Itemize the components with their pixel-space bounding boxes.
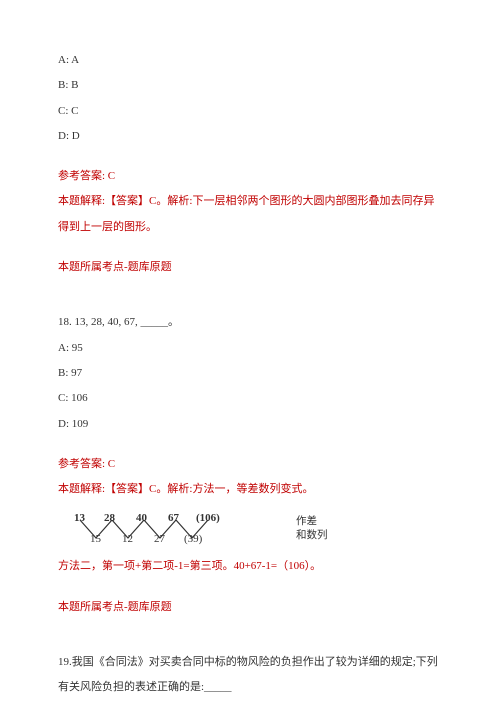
q18-answer: 参考答案: C	[58, 452, 442, 477]
q18-explain1: 本题解释:【答案】C。解析:方法一，等差数列变式。	[58, 477, 442, 502]
q18-stem: 18. 13, 28, 40, 67, _____。	[58, 310, 442, 335]
option-d: D: D	[58, 124, 442, 149]
zigzag-polyline	[80, 520, 208, 538]
zigzag-line	[76, 520, 226, 540]
diagram-annotation: 作差 和数列	[296, 515, 328, 544]
q18-explain2: 方法二，第一项+第二项-1=第三项。40+67-1=（106）。	[58, 554, 442, 579]
side-2: 和数列	[296, 529, 328, 544]
option-b: B: 97	[58, 361, 442, 386]
side-1: 作差	[296, 515, 328, 530]
q18-source: 本题所属考点-题库原题	[58, 595, 442, 620]
q17-source: 本题所属考点-题库原题	[58, 255, 442, 280]
q19-stem: 19.我国《合同法》对买卖合同中标的物风险的负担作出了较为详细的规定;下列有关风…	[58, 650, 442, 701]
option-c: C: 106	[58, 386, 442, 411]
diagram-numbers: 13 28 40 67 (106) 15 12 27 (39)	[70, 506, 258, 552]
option-b: B: B	[58, 73, 442, 98]
option-d: D: 109	[58, 412, 442, 437]
q17-options: A: A B: B C: C D: D	[58, 48, 442, 149]
q18-diagram: 13 28 40 67 (106) 15 12 27 (39) 作差 和数列	[58, 502, 442, 554]
option-a: A: 95	[58, 336, 442, 361]
q18-options: A: 95 B: 97 C: 106 D: 109	[58, 336, 442, 437]
q17-explain: 本题解释:【答案】C。解析:下一层相邻两个图形的大圆内部图形叠加去同存异得到上一…	[58, 189, 442, 240]
option-c: C: C	[58, 99, 442, 124]
option-a: A: A	[58, 48, 442, 73]
q17-answer: 参考答案: C	[58, 164, 442, 189]
